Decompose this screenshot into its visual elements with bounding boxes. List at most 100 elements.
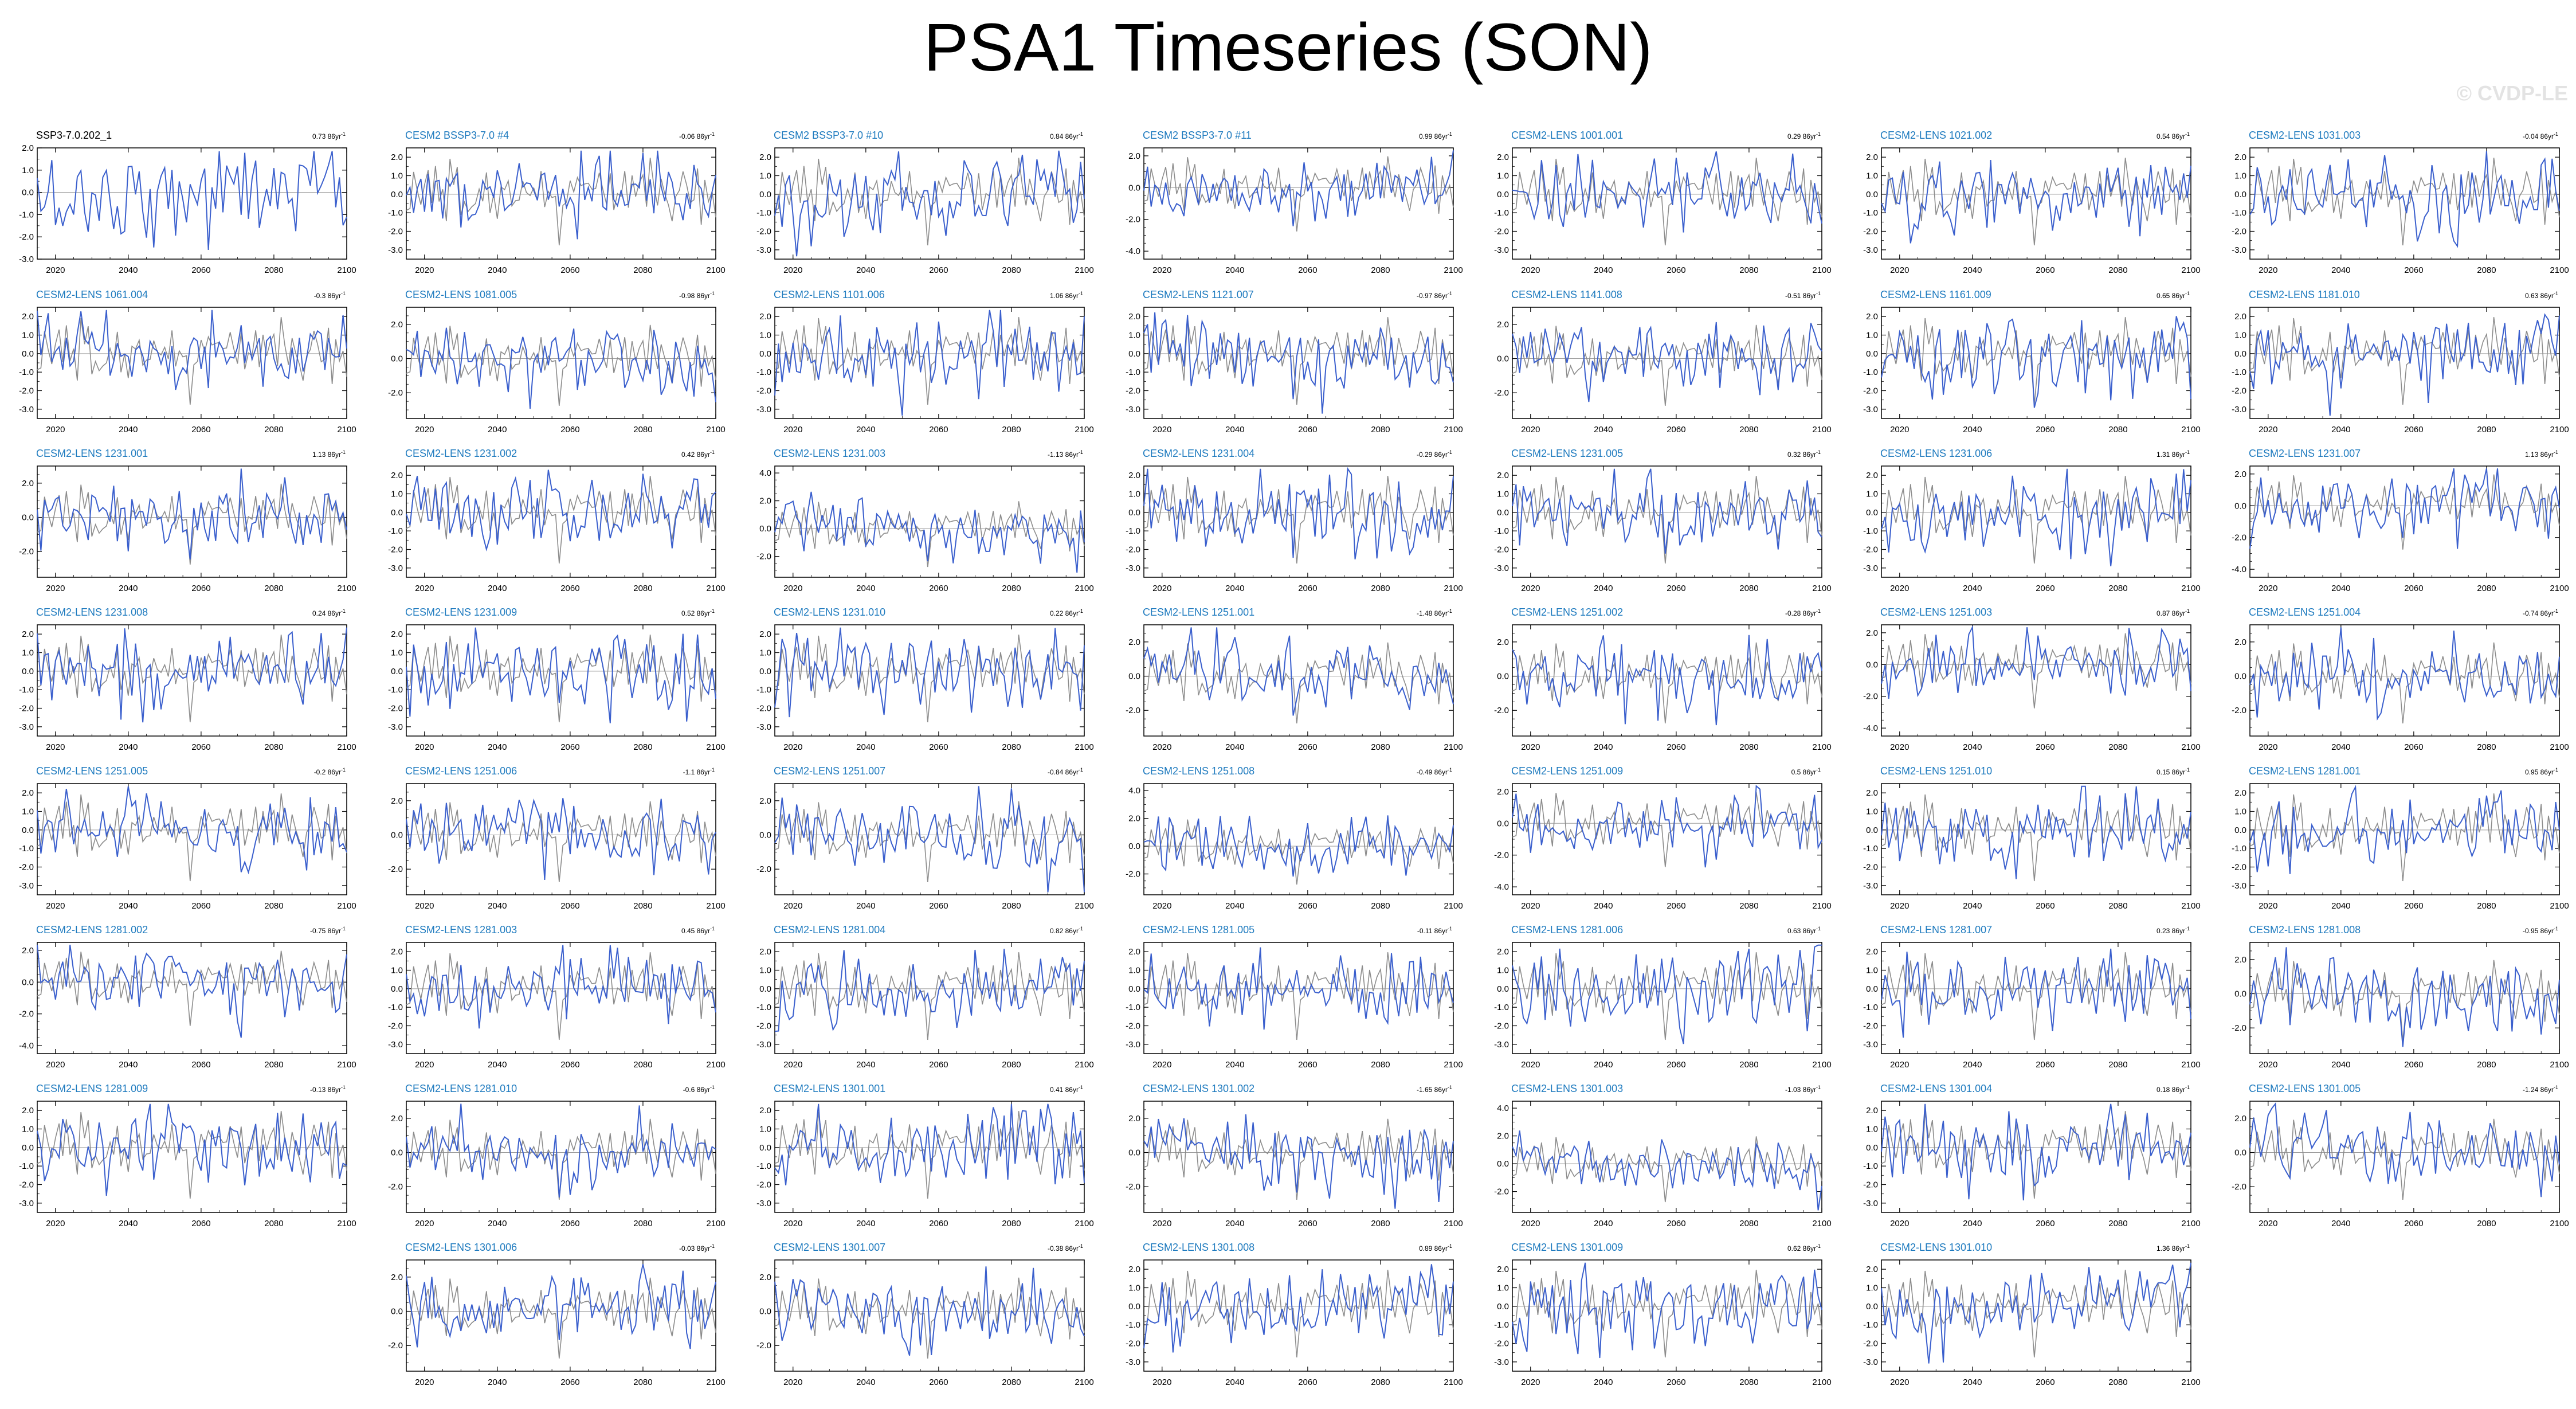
x-tick-label: 2020 [415,742,434,752]
trend-label: -0.51 86yr-1 [1785,291,1821,300]
y-tick-label: -3.0 [388,563,403,573]
reference-series-line [1143,642,1454,723]
x-tick-label: 2020 [783,425,802,435]
x-tick-label: 2100 [1812,1219,1831,1228]
x-tick-label: 2100 [1444,1377,1463,1387]
y-tick-label: 2.0 [2234,469,2246,479]
x-tick-label: 2040 [1963,1060,1982,1070]
x-tick-label: 2060 [1298,742,1317,752]
member-series-line [1881,1262,2191,1364]
y-tick-label: 1.0 [2234,171,2246,181]
reference-series-line [1881,952,2191,1040]
reference-series-line [1512,792,1822,867]
y-tick-label: -1.0 [2232,844,2246,854]
y-tick-label: -1.0 [19,1161,34,1171]
trend-label: 0.65 86yr-1 [2157,291,2190,300]
y-tick-label: 2.0 [759,796,771,806]
x-tick-label: 2100 [1444,265,1463,275]
x-tick-label: 2080 [1371,1060,1390,1070]
x-tick-label: 2060 [191,1219,210,1228]
y-tick-label: -1.0 [388,208,403,218]
x-tick-label: 2040 [856,1377,875,1387]
reference-series-line [1881,317,2191,405]
member-series-line [1143,1264,1454,1353]
y-tick-label: 0.0 [1497,1302,1509,1312]
y-tick-label: -3.0 [1126,405,1140,414]
plot-frame [1512,942,1822,1054]
plot-frame [37,783,347,895]
trend-label: 0.95 86yr-1 [2525,767,2558,776]
x-tick-label: 2040 [1225,1377,1244,1387]
panel-cesm2-lens-1231-010: CESM2-LENS 1231.010 0.22 86yr-1 -3.0 -2.0 -1… [756,606,1094,752]
panel-cesm2-lens-1281-006: CESM2-LENS 1281.006 0.63 86yr-1 -3.0 -2.0 -1… [1494,924,1832,1070]
panel-cesm2-lens-1301-009: CESM2-LENS 1301.009 0.62 86yr-1 -3.0 -2.0 -1… [1494,1242,1832,1387]
x-tick-label: 2100 [337,1060,356,1070]
x-tick-label: 2020 [46,1060,65,1070]
y-tick-label: -2.0 [756,1021,771,1031]
x-tick-label: 2020 [1521,425,1540,435]
x-tick-label: 2020 [1890,425,1909,435]
x-tick-label: 2040 [488,742,507,752]
x-tick-label: 2080 [1002,1377,1021,1387]
x-tick-label: 2100 [2550,742,2569,752]
y-tick-label: 0.0 [759,1307,771,1317]
y-tick-label: -1.0 [1126,526,1140,536]
reference-series-line [1512,324,1822,406]
trend-label: 0.24 86yr-1 [312,608,346,617]
panel-title: CESM2-LENS 1231.007 [2249,448,2361,459]
member-series-line [2249,1102,2560,1197]
y-tick-label: -2.0 [1494,388,1509,398]
member-series-line [2249,468,2560,549]
x-tick-label: 2100 [1444,584,1463,593]
x-tick-label: 2020 [46,584,65,593]
x-tick-label: 2060 [1298,425,1317,435]
y-tick-label: -1.0 [1126,1003,1140,1012]
y-tick-label: -2.0 [1494,851,1509,860]
y-tick-label: -3.0 [1494,1040,1509,1050]
reference-series-line [2249,158,2560,246]
x-tick-label: 2020 [415,265,434,275]
plot-frame [406,147,716,260]
x-tick-label: 2080 [2108,265,2127,275]
trend-label: -0.98 86yr-1 [679,291,715,300]
y-tick-label: -1.0 [756,1161,771,1171]
x-tick-label: 2020 [2259,1219,2277,1228]
y-tick-label: 2.0 [22,479,34,488]
x-tick-label: 2040 [2331,584,2350,593]
x-tick-label: 2020 [2259,742,2277,752]
y-tick-label: 0.0 [1128,349,1140,359]
x-tick-label: 2080 [264,901,283,911]
member-series-line [774,786,1085,893]
x-tick-label: 2040 [488,1060,507,1070]
y-tick-label: 2.0 [1128,814,1140,824]
x-tick-label: 2080 [2477,425,2496,435]
trend-label: -0.74 86yr-1 [2523,608,2558,617]
panel-title: CESM2-LENS 1001.001 [1511,130,1623,141]
member-series-line [1143,150,1454,226]
x-tick-label: 2060 [1667,584,1685,593]
y-tick-label: -2.0 [388,704,403,714]
x-tick-label: 2100 [337,265,356,275]
member-series-line [37,1103,347,1196]
x-tick-label: 2100 [2550,901,2569,911]
reference-series-line [774,501,1085,567]
x-tick-label: 2060 [191,1060,210,1070]
plot-frame [1881,942,2191,1054]
panel-cesm2-lens-1281-005: CESM2-LENS 1281.005 -0.11 86yr-1 -3.0 -2.0 -… [1126,924,1463,1070]
x-tick-label: 2100 [337,1219,356,1228]
x-tick-label: 2020 [1152,901,1171,911]
x-tick-label: 2080 [1002,1219,1021,1228]
y-tick-label: 1.0 [391,966,403,976]
x-tick-label: 2060 [2036,1060,2054,1070]
y-tick-label: -1.0 [1863,208,1878,218]
reference-series-line [774,158,1085,246]
x-tick-label: 2080 [1739,742,1758,752]
member-series-line [774,1266,1085,1356]
x-tick-label: 2080 [2477,265,2496,275]
member-series-line [774,491,1085,573]
member-series-line [1881,1103,2191,1201]
x-tick-label: 2100 [2550,265,2569,275]
reference-series-line [37,950,347,1026]
trend-label: 0.41 86yr-1 [1050,1085,1083,1094]
y-tick-label: -3.0 [1494,245,1509,255]
